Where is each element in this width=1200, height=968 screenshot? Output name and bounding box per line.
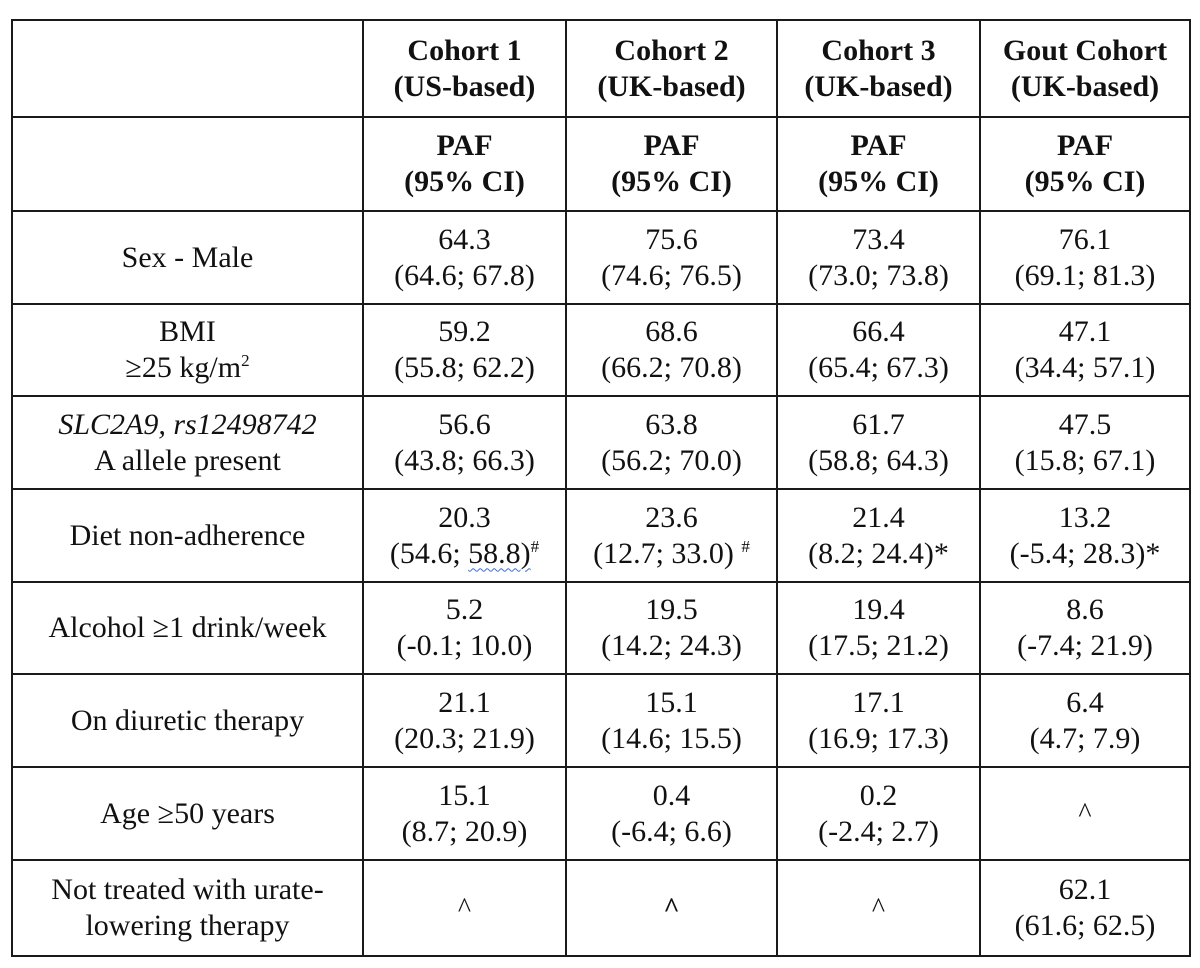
row-label: Diet non-adherence <box>11 488 364 583</box>
cohort-header-cell: Cohort 1 (US-based) <box>362 19 567 118</box>
paf-cell: 59.2 (55.8; 62.2) <box>362 303 567 397</box>
metric-header-cell: PAF (95% CI) <box>362 116 567 212</box>
paf-cell: 5.2 (-0.1; 10.0) <box>362 581 567 675</box>
metric-header-cell: PAF (95% CI) <box>776 116 981 212</box>
not-applicable-cell: ^ <box>979 766 1191 861</box>
not-applicable-cell: ^ <box>776 859 981 957</box>
paf-cell: 63.8 (56.2; 70.0) <box>565 395 778 490</box>
paf-cell: 68.6 (66.2; 70.8) <box>565 303 778 397</box>
superscript: 2 <box>241 351 250 370</box>
table-row: On diuretic therapy 21.1 (20.3; 21.9) 15… <box>11 673 1191 768</box>
table-row: Alcohol ≥1 drink/week 5.2 (-0.1; 10.0) 1… <box>11 581 1191 675</box>
paf-cell: 62.1 (61.6; 62.5) <box>979 859 1191 957</box>
row-label: Alcohol ≥1 drink/week <box>11 581 364 675</box>
row-label: Age ≥50 years <box>11 766 364 861</box>
paf-cell: 73.4 (73.0; 73.8) <box>776 210 981 305</box>
row-label: On diuretic therapy <box>11 673 364 768</box>
paf-cell: 21.1 (20.3; 21.9) <box>362 673 567 768</box>
not-applicable-cell: ^ <box>565 859 778 957</box>
corner-cell <box>11 19 364 118</box>
paf-cell: 23.6 (12.7; 33.0) # <box>565 488 778 583</box>
caret-mark: ^ <box>457 892 472 924</box>
table-row: Age ≥50 years 15.1 (8.7; 20.9) 0.4 (-6.4… <box>11 766 1191 861</box>
table-row: Not treated with urate- lowering therapy… <box>11 859 1191 957</box>
paf-cell: 6.4 (4.7; 7.9) <box>979 673 1191 768</box>
paf-cell: 20.3 (54.6; 58.8)# <box>362 488 567 583</box>
metric-header-cell: PAF (95% CI) <box>565 116 778 212</box>
paf-cell: 0.2 (-2.4; 2.7) <box>776 766 981 861</box>
table-row: SLC2A9, rs12498742 A allele present 56.6… <box>11 395 1191 490</box>
not-applicable-cell: ^ <box>362 859 567 957</box>
cohort-header-cell: Cohort 3 (UK-based) <box>776 19 981 118</box>
caret-mark: ^ <box>871 892 886 924</box>
cohort-header-cell: Cohort 2 (UK-based) <box>565 19 778 118</box>
footnote-mark: # <box>741 536 750 556</box>
metric-header-cell: PAF (95% CI) <box>979 116 1191 212</box>
row-label: Sex - Male <box>11 210 364 305</box>
footnote-mark: # <box>530 536 540 556</box>
paf-cell: 56.6 (43.8; 66.3) <box>362 395 567 490</box>
paf-cell: 61.7 (58.8; 64.3) <box>776 395 981 490</box>
paf-cell: 0.4 (-6.4; 6.6) <box>565 766 778 861</box>
paf-cell: 19.4 (17.5; 21.2) <box>776 581 981 675</box>
caret-mark: ^ <box>663 892 680 924</box>
paf-cell: 47.1 (34.4; 57.1) <box>979 303 1191 397</box>
paf-cell: 64.3 (64.6; 67.8) <box>362 210 567 305</box>
cohort-header-cell: Gout Cohort (UK-based) <box>979 19 1191 118</box>
paf-cell: 75.6 (74.6; 76.5) <box>565 210 778 305</box>
metric-header-row: PAF (95% CI) PAF (95% CI) PAF (95% CI) P… <box>11 116 1191 212</box>
table-row: Diet non-adherence 20.3 (54.6; 58.8)# 23… <box>11 488 1191 583</box>
paf-cell: 47.5 (15.8; 67.1) <box>979 395 1191 490</box>
paf-cell: 19.5 (14.2; 24.3) <box>565 581 778 675</box>
paf-cell: 21.4 (8.2; 24.4)* <box>776 488 981 583</box>
paf-cell: 15.1 (14.6; 15.5) <box>565 673 778 768</box>
row-label: BMI ≥25 kg/m2 <box>11 303 364 397</box>
row-label: Not treated with urate- lowering therapy <box>11 859 364 957</box>
paf-cell: 66.4 (65.4; 67.3) <box>776 303 981 397</box>
cohort-header-row: Cohort 1 (US-based) Cohort 2 (UK-based) … <box>11 19 1191 118</box>
paf-cell: 8.6 (-7.4; 21.9) <box>979 581 1191 675</box>
corner-cell <box>11 116 364 212</box>
paf-table: Cohort 1 (US-based) Cohort 2 (UK-based) … <box>11 19 1191 957</box>
paf-cell: 15.1 (8.7; 20.9) <box>362 766 567 861</box>
table-row: BMI ≥25 kg/m2 59.2 (55.8; 62.2) 68.6 (66… <box>11 303 1191 397</box>
table-row: Sex - Male 64.3 (64.6; 67.8) 75.6 (74.6;… <box>11 210 1191 305</box>
paf-cell: 13.2 (-5.4; 28.3)* <box>979 488 1191 583</box>
caret-mark: ^ <box>1078 798 1092 829</box>
paf-cell: 17.1 (16.9; 17.3) <box>776 673 981 768</box>
row-label: SLC2A9, rs12498742 A allele present <box>11 395 364 490</box>
paf-cell: 76.1 (69.1; 81.3) <box>979 210 1191 305</box>
spellcheck-underline: 58.8) <box>468 536 531 570</box>
